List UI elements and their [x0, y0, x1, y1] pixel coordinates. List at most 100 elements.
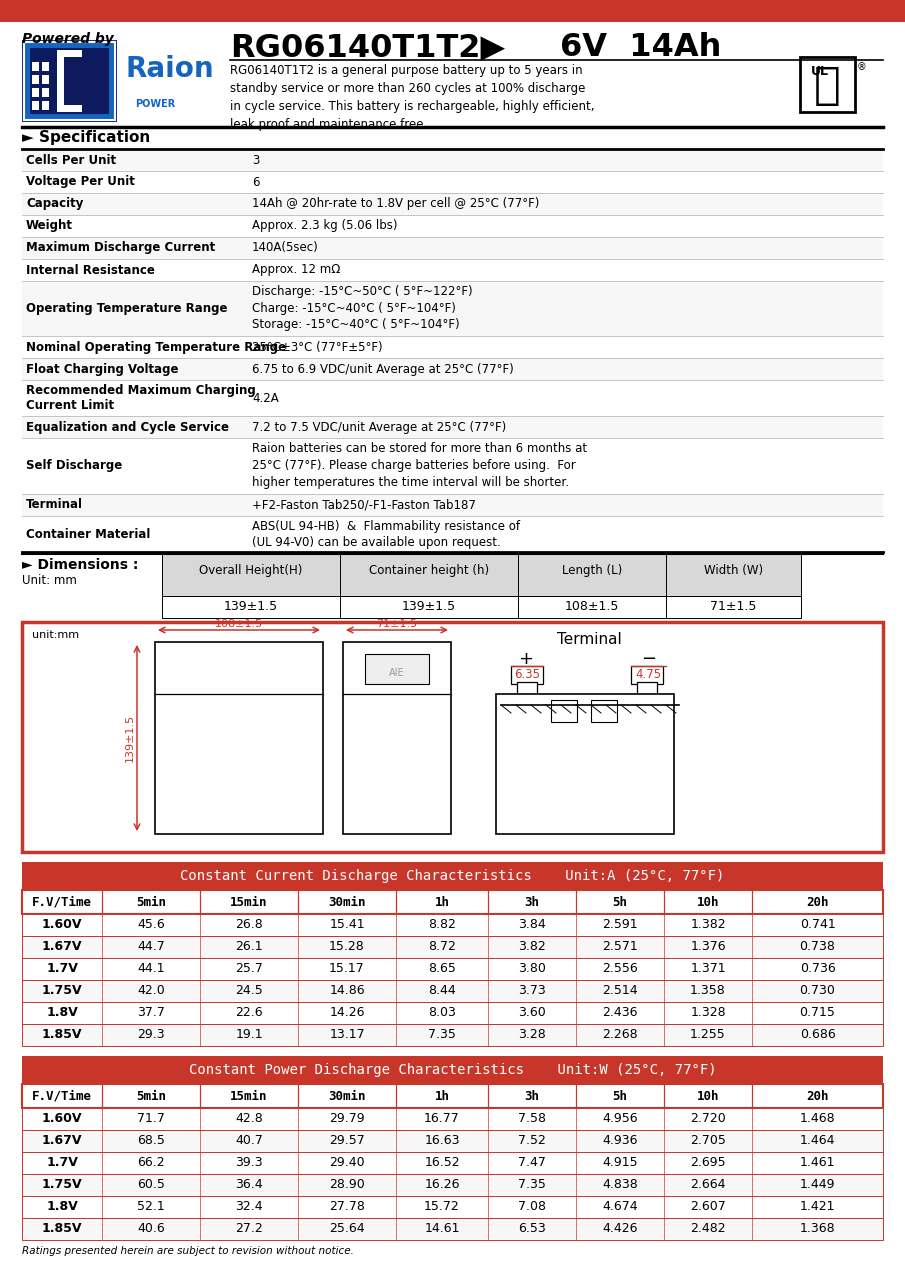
Bar: [496, 694, 674, 835]
Bar: [365, 654, 429, 685]
Text: 4.75: 4.75: [635, 668, 661, 681]
Text: (UL 94-V0) can be available upon request.: (UL 94-V0) can be available upon request…: [252, 535, 500, 549]
Text: 15min: 15min: [230, 896, 268, 909]
Text: 8.82: 8.82: [428, 919, 456, 932]
Bar: [22, 1108, 883, 1130]
Text: 26.8: 26.8: [235, 919, 262, 932]
Text: ABS(UL 94-HB)  &  Flammability resistance of: ABS(UL 94-HB) & Flammability resistance …: [252, 520, 520, 532]
Text: 1.461: 1.461: [800, 1157, 835, 1170]
Bar: [22, 622, 883, 852]
Bar: [22, 335, 883, 358]
Text: 29.57: 29.57: [329, 1134, 365, 1147]
Text: 3.60: 3.60: [519, 1006, 546, 1019]
Bar: [800, 58, 855, 111]
Text: 4.915: 4.915: [602, 1157, 638, 1170]
Bar: [343, 643, 451, 835]
Text: F.V/Time: F.V/Time: [32, 896, 92, 909]
Text: Operating Temperature Range: Operating Temperature Range: [26, 302, 227, 315]
Text: Raion: Raion: [125, 55, 214, 83]
Text: 4.838: 4.838: [602, 1179, 638, 1192]
Bar: [0, 0, 905, 22]
Bar: [42, 101, 49, 110]
Bar: [42, 61, 49, 70]
Text: Cells Per Unit: Cells Per Unit: [26, 154, 116, 166]
Text: 139±1.5: 139±1.5: [402, 600, 456, 613]
Text: 7.47: 7.47: [518, 1157, 546, 1170]
Text: 4.674: 4.674: [602, 1201, 638, 1213]
Bar: [511, 666, 543, 684]
Text: 30min: 30min: [329, 896, 366, 909]
Text: 45.6: 45.6: [138, 919, 165, 932]
Text: Nominal Operating Temperature Range: Nominal Operating Temperature Range: [26, 340, 286, 353]
Text: 4.956: 4.956: [602, 1112, 638, 1125]
Bar: [42, 88, 49, 97]
Text: 0.738: 0.738: [799, 941, 835, 954]
Text: 6V  14Ah: 6V 14Ah: [560, 32, 721, 63]
Text: ► Dimensions :: ► Dimensions :: [22, 558, 138, 572]
Text: 8.65: 8.65: [428, 963, 456, 975]
Text: 16.52: 16.52: [424, 1157, 460, 1170]
Text: 8.44: 8.44: [428, 984, 456, 997]
Text: 4.426: 4.426: [602, 1222, 638, 1235]
Text: 7.52: 7.52: [518, 1134, 546, 1147]
Text: 71±1.5: 71±1.5: [376, 620, 417, 628]
Bar: [162, 554, 801, 596]
Text: 2.705: 2.705: [691, 1134, 726, 1147]
Text: 7.58: 7.58: [518, 1112, 546, 1125]
Text: 4.2A: 4.2A: [252, 392, 279, 404]
Text: 2.664: 2.664: [691, 1179, 726, 1192]
Bar: [32, 101, 39, 110]
Bar: [637, 682, 657, 701]
Text: 44.7: 44.7: [138, 941, 165, 954]
Text: 30min: 30min: [329, 1089, 366, 1102]
Bar: [22, 172, 883, 193]
Text: 1.449: 1.449: [800, 1179, 835, 1192]
Text: Length (L): Length (L): [562, 564, 622, 577]
Text: 1.368: 1.368: [800, 1222, 835, 1235]
Text: 25.64: 25.64: [329, 1222, 365, 1235]
Text: RG06140T1T2▶: RG06140T1T2▶: [230, 32, 505, 63]
Text: 71±1.5: 71±1.5: [710, 600, 757, 613]
Bar: [22, 1174, 883, 1196]
Bar: [22, 1024, 883, 1046]
Text: 52.1: 52.1: [138, 1201, 165, 1213]
Text: RG06140T1T2 is a general purpose battery up to 5 years in
standby service or mor: RG06140T1T2 is a general purpose battery…: [230, 64, 595, 131]
Text: 37.7: 37.7: [137, 1006, 165, 1019]
Text: 7.2 to 7.5 VDC/unit Average at 25°C (77°F): 7.2 to 7.5 VDC/unit Average at 25°C (77°…: [252, 421, 506, 434]
Text: 16.77: 16.77: [424, 1112, 460, 1125]
Text: Internal Resistance: Internal Resistance: [26, 264, 155, 276]
Text: Constant Current Discharge Characteristics    Unit:A (25°C, 77°F): Constant Current Discharge Characteristi…: [180, 869, 725, 883]
Text: 1.7V: 1.7V: [46, 1157, 78, 1170]
Bar: [162, 596, 801, 618]
Text: 29.3: 29.3: [138, 1029, 165, 1042]
Text: 1.421: 1.421: [800, 1201, 835, 1213]
Bar: [22, 936, 883, 957]
Bar: [22, 416, 883, 438]
Text: 15.17: 15.17: [329, 963, 365, 975]
Bar: [591, 700, 617, 722]
Text: Constant Power Discharge Characteristics    Unit:W (25°C, 77°F): Constant Power Discharge Characteristics…: [188, 1062, 717, 1076]
Bar: [22, 494, 883, 516]
Text: 40.6: 40.6: [138, 1222, 165, 1235]
Text: 10h: 10h: [697, 896, 719, 909]
Text: 36.4: 36.4: [235, 1179, 262, 1192]
Text: 15.41: 15.41: [329, 919, 365, 932]
Text: 2.720: 2.720: [691, 1112, 726, 1125]
Bar: [22, 980, 883, 1002]
Text: +F2-Faston Tab250/-F1-Faston Tab187: +F2-Faston Tab250/-F1-Faston Tab187: [252, 498, 476, 512]
Text: 60.5: 60.5: [137, 1179, 165, 1192]
Bar: [631, 666, 663, 684]
Text: 29.79: 29.79: [329, 1112, 365, 1125]
Text: 20h: 20h: [806, 1089, 829, 1102]
Text: 3.73: 3.73: [519, 984, 546, 997]
Text: 13.17: 13.17: [329, 1029, 365, 1042]
Text: 2.556: 2.556: [602, 963, 638, 975]
Bar: [22, 215, 883, 237]
Text: 6: 6: [252, 175, 260, 188]
Text: 68.5: 68.5: [137, 1134, 165, 1147]
Text: Capacity: Capacity: [26, 197, 83, 210]
Text: 7.35: 7.35: [428, 1029, 456, 1042]
Bar: [22, 1056, 883, 1084]
Text: Weight: Weight: [26, 219, 73, 233]
Text: 0.736: 0.736: [800, 963, 835, 975]
